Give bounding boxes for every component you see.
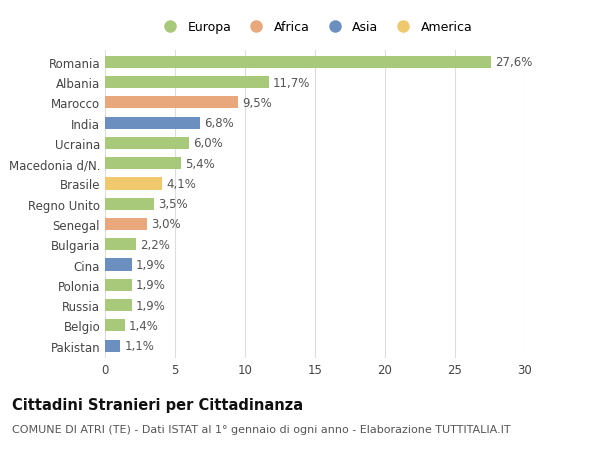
Text: 6,8%: 6,8%: [205, 117, 234, 130]
Text: 27,6%: 27,6%: [496, 56, 533, 69]
Bar: [105, 77, 269, 89]
Text: 1,9%: 1,9%: [136, 258, 166, 271]
Text: 4,1%: 4,1%: [167, 178, 196, 190]
Bar: [105, 279, 131, 291]
Text: Cittadini Stranieri per Cittadinanza: Cittadini Stranieri per Cittadinanza: [12, 397, 303, 412]
Bar: [105, 198, 154, 210]
Text: 1,1%: 1,1%: [125, 339, 154, 353]
Text: 9,5%: 9,5%: [242, 96, 272, 110]
Text: 3,0%: 3,0%: [151, 218, 181, 231]
Text: 3,5%: 3,5%: [158, 198, 188, 211]
Text: 1,9%: 1,9%: [136, 279, 166, 291]
Text: COMUNE DI ATRI (TE) - Dati ISTAT al 1° gennaio di ogni anno - Elaborazione TUTTI: COMUNE DI ATRI (TE) - Dati ISTAT al 1° g…: [12, 425, 511, 435]
Text: 1,4%: 1,4%: [129, 319, 158, 332]
Bar: [105, 340, 121, 352]
Bar: [105, 56, 491, 69]
Bar: [105, 138, 189, 150]
Text: 1,9%: 1,9%: [136, 299, 166, 312]
Bar: [105, 97, 238, 109]
Bar: [105, 117, 200, 129]
Text: 6,0%: 6,0%: [193, 137, 223, 150]
Bar: [105, 319, 125, 332]
Text: 5,4%: 5,4%: [185, 157, 215, 170]
Bar: [105, 259, 131, 271]
Bar: [105, 158, 181, 170]
Bar: [105, 178, 163, 190]
Bar: [105, 218, 147, 230]
Legend: Europa, Africa, Asia, America: Europa, Africa, Asia, America: [154, 17, 476, 38]
Bar: [105, 299, 131, 312]
Bar: [105, 239, 136, 251]
Text: 11,7%: 11,7%: [273, 76, 310, 90]
Text: 2,2%: 2,2%: [140, 238, 170, 251]
